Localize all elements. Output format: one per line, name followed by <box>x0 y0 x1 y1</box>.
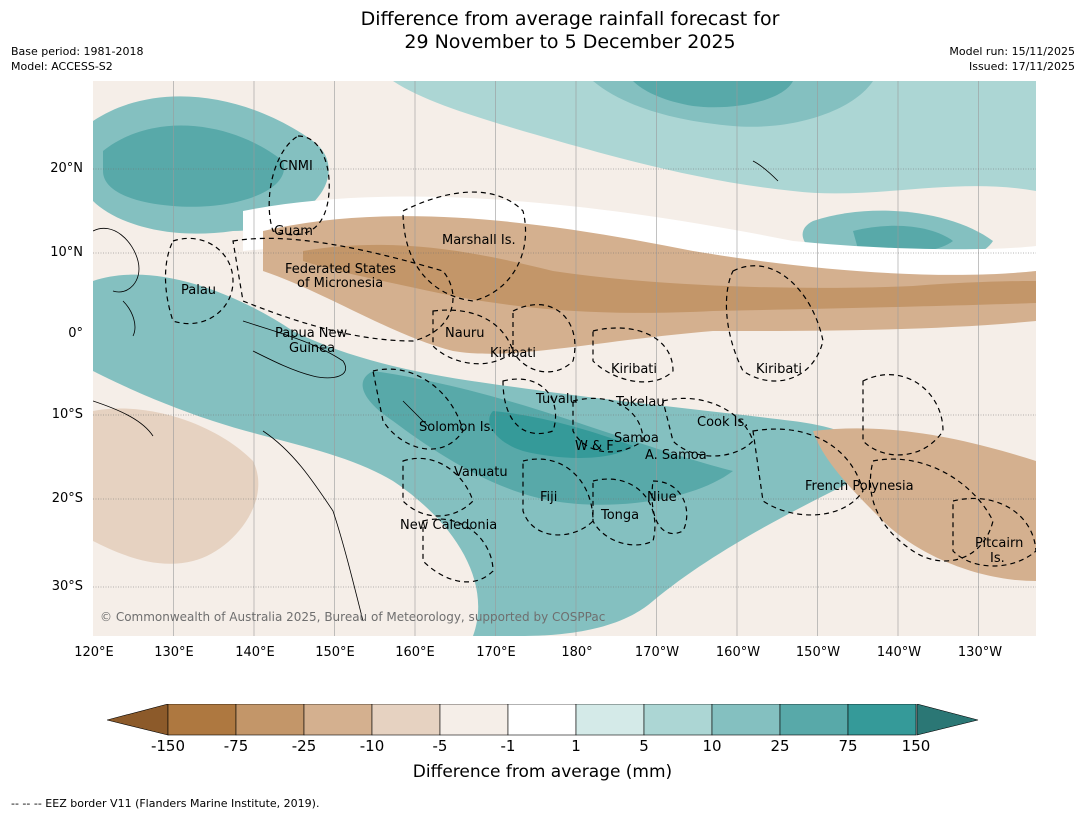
colorbar-tick-label: 75 <box>838 737 858 755</box>
model-name: Model: ACCESS-S2 <box>11 60 113 73</box>
lon-tick-180: 180° <box>561 645 593 660</box>
place-label-tokelau: Tokelau <box>616 395 665 410</box>
place-label-pitcairn-2: Is. <box>990 551 1005 566</box>
colorbar-cell <box>507 704 577 736</box>
colorbar-cell <box>235 704 305 736</box>
colorbar-cell <box>643 704 713 736</box>
colorbar-cell <box>575 704 645 736</box>
dry-region-se <box>813 428 1036 581</box>
place-label-wallis-futuna: W & F <box>575 439 614 454</box>
place-label-tuvalu: Tuvalu <box>536 392 578 407</box>
place-label-fiji: Fiji <box>540 490 558 505</box>
colorbar-cell <box>847 704 917 736</box>
eez-borders <box>164 135 1036 583</box>
place-label-american-samoa: A. Samoa <box>645 448 707 463</box>
lat-tick-10s: 10°S <box>51 407 83 422</box>
model-run: Model run: 15/11/2025 <box>949 45 1075 58</box>
colorbar-tick-label: -1 <box>500 737 516 755</box>
lat-tick-30s: 30°S <box>51 579 83 594</box>
wet-region-north <box>393 81 1036 194</box>
colorbar-cell <box>167 704 237 736</box>
colorbar-cell <box>779 704 849 736</box>
place-label-fsm-2: of Micronesia <box>297 276 384 291</box>
colorbar-cells <box>167 704 917 736</box>
wet-core-ne <box>853 225 953 254</box>
title-line-2: 29 November to 5 December 2025 <box>404 31 736 53</box>
place-label-kiribati-central: Kiribati <box>611 362 658 377</box>
meta-right: Model run: 15/11/2025 Issued: 17/11/2025 <box>949 44 1075 74</box>
lat-tick-20s: 20°S <box>51 491 83 506</box>
lat-tick-10n: 10°N <box>50 245 83 260</box>
base-period: Base period: 1981-2018 <box>11 45 144 58</box>
place-label-solomon: Solomon Is. <box>419 420 495 435</box>
lon-tick-130e: 130°E <box>154 645 194 660</box>
place-label-kiribati-east: Kiribati <box>756 362 803 377</box>
title-line-1: Difference from average rainfall forecas… <box>360 8 780 30</box>
lon-tick-140w: 140°W <box>876 645 922 660</box>
colorbar-tick-label: 10 <box>702 737 722 755</box>
place-label-niue: Niue <box>647 490 677 505</box>
lon-tick-160w: 160°W <box>715 645 761 660</box>
meta-left: Base period: 1981-2018 Model: ACCESS-S2 <box>11 44 143 74</box>
colorbar-tick-label: 5 <box>639 737 649 755</box>
colorbar-tick-label: -5 <box>432 737 448 755</box>
lon-tick-130w: 130°W <box>957 645 1003 660</box>
colorbar <box>107 704 979 736</box>
place-label-cook: Cook Is. <box>697 415 749 430</box>
place-label-marshall: Marshall Is. <box>442 233 516 248</box>
wet-core-nw <box>103 125 285 207</box>
place-label-samoa: Samoa <box>614 431 659 446</box>
place-label-french-polynesia: French Polynesia <box>805 479 914 494</box>
neutral-band <box>243 196 1036 276</box>
place-label-palau: Palau <box>181 283 217 298</box>
colorbar-cell <box>371 704 441 736</box>
wet-tongue-peak <box>489 411 633 458</box>
colorbar-tick-label: 150 <box>901 737 931 755</box>
map-canvas <box>93 81 1036 636</box>
colorbar-tick-label: -150 <box>150 737 186 755</box>
rainfall-map <box>93 81 1036 636</box>
wet-peak-north <box>633 81 793 108</box>
place-label-kiribati-west: Kiribati <box>490 346 537 361</box>
colorbar-title: Difference from average (mm) <box>412 762 673 782</box>
colorbar-tick-label: -10 <box>359 737 385 755</box>
colorbar-tick-label: -75 <box>223 737 249 755</box>
map-title: Difference from average rainfall forecas… <box>0 8 1085 54</box>
dry-region-sw <box>93 408 259 564</box>
copyright-notice: © Commonwealth of Australia 2025, Bureau… <box>100 610 606 624</box>
colorbar-cell <box>711 704 781 736</box>
lat-gridlines <box>93 168 1036 588</box>
colorbar-extend-high <box>916 704 979 736</box>
colorbar-tick-label: -25 <box>291 737 317 755</box>
lat-tick-0: 0° <box>68 326 83 341</box>
issued-date: Issued: 17/11/2025 <box>968 60 1075 73</box>
lon-gridlines <box>173 81 979 636</box>
place-label-pitcairn-1: Pitcairn <box>975 536 1024 551</box>
lat-tick-20n: 20°N <box>50 161 83 176</box>
place-label-guam: Guam <box>274 224 313 239</box>
colorbar-tick-label: 1 <box>571 737 581 755</box>
place-label-fsm-1: Federated States <box>285 262 396 277</box>
place-label-nauru: Nauru <box>445 326 485 341</box>
lon-tick-170e: 170°E <box>476 645 516 660</box>
lon-tick-120e: 120°E <box>74 645 114 660</box>
colorbar-extend-low <box>107 704 169 736</box>
lon-tick-140e: 140°E <box>235 645 275 660</box>
colorbar-cell <box>303 704 373 736</box>
place-label-tonga: Tonga <box>601 508 640 523</box>
colorbar-cell <box>439 704 509 736</box>
place-label-cnmi: CNMI <box>279 159 313 174</box>
place-label-new-caledonia: New Caledonia <box>400 518 498 533</box>
lon-tick-150e: 150°E <box>315 645 355 660</box>
colorbar-tick-label: 25 <box>770 737 790 755</box>
eez-footnote: -- -- -- EEZ border V11 (Flanders Marine… <box>11 797 320 810</box>
place-label-vanuatu: Vanuatu <box>454 465 508 480</box>
coastlines <box>93 160 779 622</box>
lon-tick-170w: 170°W <box>634 645 680 660</box>
lon-tick-160e: 160°E <box>395 645 435 660</box>
place-label-png-2: Guinea <box>289 341 336 356</box>
place-label-png-1: Papua New <box>275 326 348 341</box>
lon-tick-150w: 150°W <box>795 645 841 660</box>
